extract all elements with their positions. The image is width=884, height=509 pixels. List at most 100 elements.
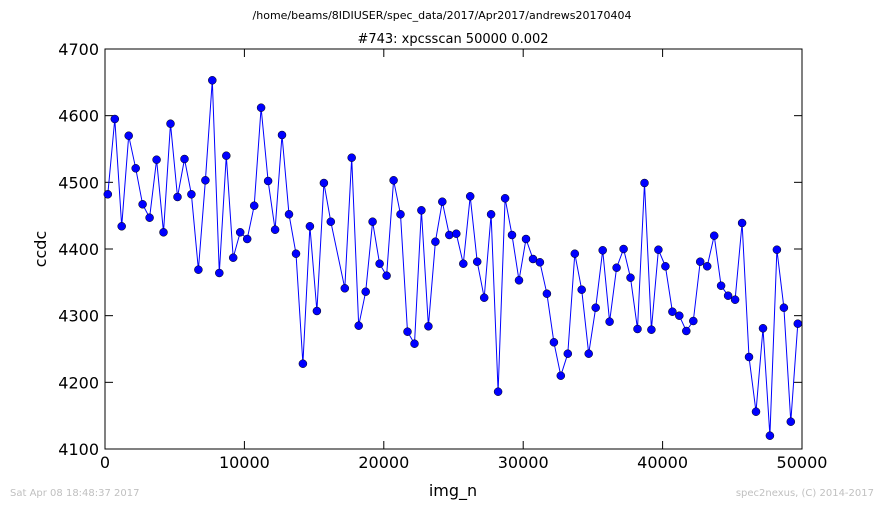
file-path-header: /home/beams/8IDIUSER/spec_data/2017/Apr2… [253,9,632,22]
data-point [166,119,175,128]
data-point [215,268,224,278]
data-point [549,338,559,347]
data-point [682,326,691,336]
data-point [626,273,635,282]
data-point [249,201,259,210]
data-point [751,407,761,416]
data-point [577,285,586,294]
data-point [235,228,245,237]
data-point [570,249,580,258]
data-point [786,417,796,426]
data-point [298,359,308,368]
data-point [173,192,182,202]
data-point [465,192,475,201]
data-point [647,325,656,334]
data-point [396,210,405,219]
data-point [779,303,789,312]
data-point [124,131,133,140]
data-point [291,249,301,258]
data-point [737,218,747,228]
x-tick-label: 10000 [219,453,270,472]
data-point [424,322,433,331]
data-point [312,306,322,316]
data-point [661,262,670,271]
y-tick-label: 4300 [58,307,99,326]
x-tick-label: 30000 [498,453,549,472]
data-point [584,349,593,358]
data-point [340,284,350,293]
data-point [619,244,628,254]
x-tick-label: 0 [100,453,110,472]
y-tick-label: 4700 [58,40,99,59]
data-point [528,254,538,264]
data-point [159,228,168,237]
data-point [758,324,768,333]
data-point [187,190,196,199]
data-point [194,265,203,274]
data-point [263,176,273,186]
data-point [410,339,419,348]
data-point [180,154,189,164]
data-point [201,176,210,185]
data-point [716,281,726,290]
data-point [640,178,649,188]
chart-title: #743: xpcsscan 50000 0.002 [357,32,548,47]
data-point [438,197,447,206]
data-point [242,234,252,244]
data-point [375,259,384,268]
data-point [668,307,677,316]
y-tick-label: 4500 [58,173,99,192]
data-point [486,210,496,219]
data-point [500,194,510,203]
data-point [556,371,566,380]
data-point [702,262,712,271]
data-point [452,229,461,238]
data-point [772,245,782,254]
data-point [326,217,336,226]
data-point [535,258,545,267]
data-point [152,155,161,164]
data-point [319,178,329,188]
data-point [103,190,113,199]
data-point [431,237,440,246]
x-tick-label: 20000 [358,453,409,472]
footer-credit: spec2nexus, (C) 2014-2017 [735,488,874,499]
data-point [382,271,391,280]
y-tick-label: 4600 [58,107,99,126]
data-point [695,257,705,266]
data-point [744,352,754,362]
data-point [145,213,154,222]
data-point [793,319,803,328]
footer-timestamp: Sat Apr 08 18:48:37 2017 [10,488,140,499]
data-point [730,295,740,304]
data-point [284,210,294,219]
data-point [117,222,126,231]
data-point [305,222,315,231]
data-point [765,431,775,440]
data-point [514,276,524,285]
data-point [389,176,398,185]
data-point [709,231,719,240]
y-axis-label: ccdc [31,231,50,268]
y-axis: 4100 4200 4300 4400 4500 4600 4700 [58,40,802,459]
data-point [110,114,120,124]
data-point [208,76,217,85]
data-point [675,311,684,320]
data-point [521,234,531,244]
data-point [138,200,147,209]
plot-area [104,48,803,450]
data-point [347,153,356,162]
data-series [103,76,803,440]
data-point [361,287,370,296]
data-point [591,303,600,312]
data-point [507,230,517,240]
data-point [723,291,733,300]
data-point [605,317,614,326]
x-tick-label: 40000 [637,453,688,472]
data-point [479,293,489,302]
data-point [493,387,503,396]
data-point [403,327,412,336]
y-tick-label: 4400 [58,240,99,259]
y-tick-label: 4100 [58,440,99,459]
